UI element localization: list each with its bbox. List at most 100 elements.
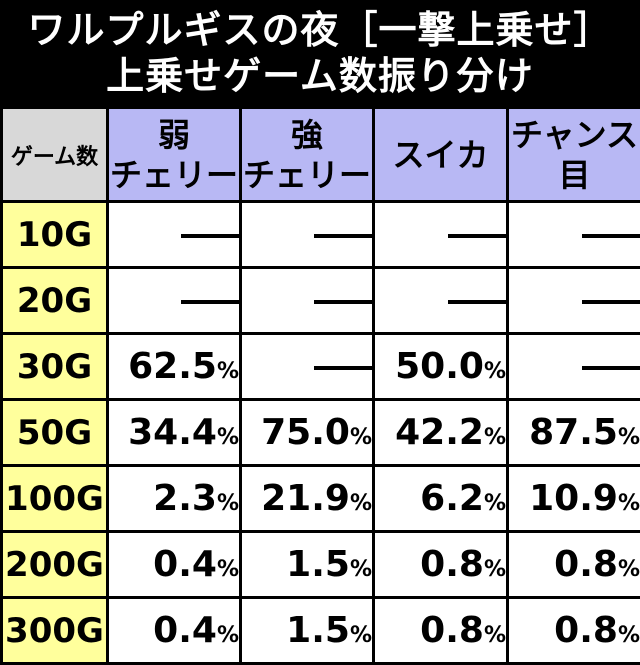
percent-sign: % — [217, 425, 239, 450]
rate-value: 1.5 — [286, 610, 350, 651]
rate-value: 42.2 — [395, 412, 484, 453]
rate-value: 34.4 — [128, 412, 217, 453]
column-header-line1: 強 — [242, 115, 372, 155]
rate-value: 50.0 — [395, 346, 484, 387]
rate-cell: 2.3% — [108, 466, 241, 532]
dash-mark — [181, 234, 239, 238]
game-count-cell: 300G — [2, 598, 108, 664]
game-count-cell: 50G — [2, 400, 108, 466]
rate-cell: 50.0% — [374, 334, 508, 400]
rate-cell: 0.8% — [508, 532, 640, 598]
percent-sign: % — [484, 491, 506, 516]
column-header-line1: チャンス — [509, 115, 640, 155]
game-count-cell: 20G — [2, 268, 108, 334]
empty-cell — [241, 334, 374, 400]
rate-value: 21.9 — [261, 478, 350, 519]
rate-cell: 0.4% — [108, 598, 241, 664]
percent-sign: % — [618, 623, 640, 648]
rate-cell: 0.8% — [374, 598, 508, 664]
percent-sign: % — [484, 359, 506, 384]
column-header-line1: スイカ — [375, 135, 506, 175]
dash-mark — [181, 300, 239, 304]
dash-mark — [314, 366, 372, 370]
empty-cell — [374, 202, 508, 268]
rate-cell: 1.5% — [241, 598, 374, 664]
empty-cell — [241, 202, 374, 268]
column-header-line2: チェリー — [242, 155, 372, 195]
rate-cell: 0.4% — [108, 532, 241, 598]
page-title: ワルプルギスの夜［一撃上乗せ］ — [27, 7, 612, 53]
rate-value: 2.3 — [153, 478, 217, 519]
rate-cell: 6.2% — [374, 466, 508, 532]
table-row: 10G — [2, 202, 640, 268]
percent-sign: % — [484, 557, 506, 582]
percent-sign: % — [350, 623, 372, 648]
rate-cell: 42.2% — [374, 400, 508, 466]
percent-sign: % — [350, 557, 372, 582]
percent-sign: % — [217, 557, 239, 582]
rate-cell: 34.4% — [108, 400, 241, 466]
empty-cell — [508, 334, 640, 400]
percent-sign: % — [618, 557, 640, 582]
game-count-cell: 30G — [2, 334, 108, 400]
title-block: ワルプルギスの夜［一撃上乗せ］ 上乗せゲーム数振り分け — [0, 0, 640, 106]
empty-cell — [508, 202, 640, 268]
rate-cell: 62.5% — [108, 334, 241, 400]
dash-mark — [314, 300, 372, 304]
header-row: ゲーム数 弱 チェリー 強 チェリー スイカ チャンス 目 — [2, 108, 640, 202]
percent-sign: % — [484, 425, 506, 450]
game-count-cell: 200G — [2, 532, 108, 598]
game-count-cell: 10G — [2, 202, 108, 268]
empty-cell — [374, 268, 508, 334]
empty-cell — [241, 268, 374, 334]
rate-value: 6.2 — [420, 478, 484, 519]
rate-cell: 21.9% — [241, 466, 374, 532]
rate-cell: 0.8% — [508, 598, 640, 664]
game-count-cell: 100G — [2, 466, 108, 532]
percent-sign: % — [217, 359, 239, 384]
column-header-weak-cherry: 弱 チェリー — [108, 108, 241, 202]
empty-cell — [508, 268, 640, 334]
dash-mark — [582, 300, 640, 304]
percent-sign: % — [217, 623, 239, 648]
dash-mark — [448, 300, 506, 304]
page-subtitle: 上乗せゲーム数振り分け — [106, 53, 534, 99]
rate-value: 0.8 — [420, 610, 484, 651]
rate-value: 62.5 — [128, 346, 217, 387]
column-header-line1: 弱 — [109, 115, 239, 155]
table-row: 20G — [2, 268, 640, 334]
column-header-line2: 目 — [509, 155, 640, 195]
dash-mark — [314, 234, 372, 238]
percent-sign: % — [217, 491, 239, 516]
rate-cell: 75.0% — [241, 400, 374, 466]
percent-sign: % — [618, 425, 640, 450]
rate-value: 1.5 — [286, 544, 350, 585]
rate-value: 0.8 — [554, 544, 618, 585]
percent-sign: % — [618, 491, 640, 516]
rate-value: 0.8 — [420, 544, 484, 585]
dash-mark — [582, 234, 640, 238]
rate-cell: 1.5% — [241, 532, 374, 598]
rate-value: 87.5 — [529, 412, 618, 453]
column-header-strong-cherry: 強 チェリー — [241, 108, 374, 202]
rate-cell: 0.8% — [374, 532, 508, 598]
percent-sign: % — [484, 623, 506, 648]
column-header-watermelon: スイカ — [374, 108, 508, 202]
percent-sign: % — [350, 425, 372, 450]
rate-cell: 87.5% — [508, 400, 640, 466]
dash-mark — [582, 366, 640, 370]
empty-cell — [108, 202, 241, 268]
empty-cell — [108, 268, 241, 334]
rate-value: 0.4 — [153, 544, 217, 585]
rate-cell: 10.9% — [508, 466, 640, 532]
corner-header: ゲーム数 — [2, 108, 108, 202]
rate-value: 0.4 — [153, 610, 217, 651]
rate-value: 0.8 — [554, 610, 618, 651]
